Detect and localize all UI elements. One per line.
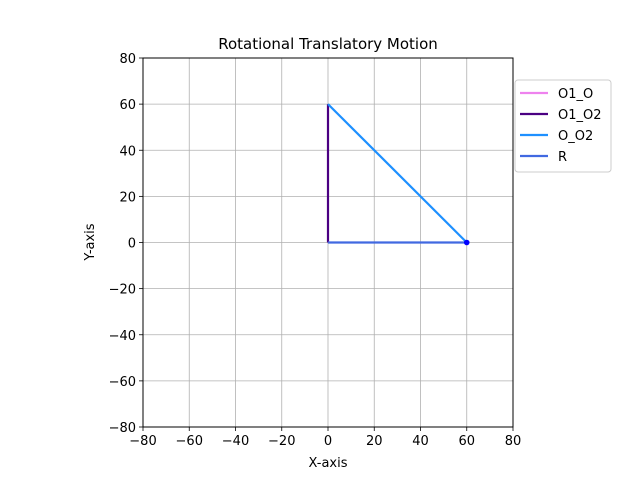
y-tick-label: 20 (119, 190, 136, 205)
x-tick-label: 80 (505, 434, 522, 449)
legend-label: R (558, 150, 567, 165)
x-tick-label: 60 (458, 434, 475, 449)
y-tick-label: −40 (109, 329, 136, 344)
plot-area (326, 103, 470, 246)
x-tick-label: 0 (324, 434, 332, 449)
series-line-o-o2 (327, 103, 468, 244)
legend: O1_O O1_O2 O_O2 R (514, 79, 612, 173)
y-tick-label: −60 (109, 375, 136, 390)
y-tick-label: −20 (109, 283, 136, 298)
x-axis: −80 −60 −40 −20 0 20 40 60 80 (129, 427, 521, 449)
x-tick-label: −60 (176, 434, 203, 449)
x-tick-label: −20 (268, 434, 295, 449)
legend-label: O1_O (558, 87, 593, 102)
x-axis-title: X-axis (309, 456, 348, 471)
y-axis: −80 −60 −40 −20 0 20 40 60 80 (109, 52, 143, 436)
y-tick-label: −80 (109, 421, 136, 436)
x-tick-label: −80 (129, 434, 156, 449)
chart-title: Rotational Translatory Motion (218, 35, 438, 53)
y-tick-label: 60 (119, 98, 136, 113)
y-axis-title: Y-axis (83, 223, 98, 261)
legend-label: O1_O2 (558, 108, 602, 123)
y-tick-label: 80 (119, 52, 136, 67)
x-tick-label: −40 (222, 434, 249, 449)
endpoint-marker (463, 239, 470, 246)
legend-box (514, 79, 612, 173)
y-tick-label: 40 (119, 144, 136, 159)
x-tick-label: 20 (366, 434, 383, 449)
y-tick-label: 0 (128, 237, 136, 252)
x-tick-label: 40 (412, 434, 429, 449)
legend-label: O_O2 (558, 129, 593, 144)
